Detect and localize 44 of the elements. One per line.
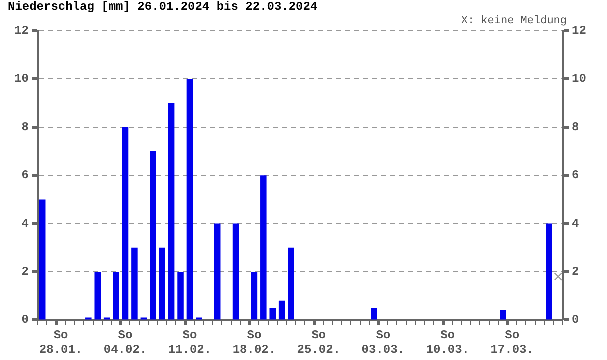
y2-tick-label: 12 xyxy=(572,24,586,38)
bar xyxy=(178,272,184,320)
text: X: keine Meldung xyxy=(461,15,567,28)
y-tick-label: 2 xyxy=(22,265,29,280)
bar xyxy=(159,248,166,320)
bar xyxy=(94,272,101,320)
y2-tick-label: 4 xyxy=(572,216,580,231)
bar xyxy=(214,224,221,320)
x-tick-label: So 17.03. xyxy=(490,328,534,357)
y2-tick-label: 2 xyxy=(572,265,580,280)
x-tick-label: So 18.02. xyxy=(232,328,276,357)
bar xyxy=(132,248,138,320)
bar xyxy=(251,272,258,320)
bar xyxy=(186,79,194,320)
y-tick-label: 0 xyxy=(22,313,29,328)
y-tick-label: 8 xyxy=(22,120,29,134)
bar xyxy=(371,308,378,320)
bar xyxy=(500,310,506,320)
bar xyxy=(546,224,552,320)
x-tick-label: So 10.03. xyxy=(426,328,470,357)
bar xyxy=(278,300,286,320)
x-tick-label: So 25.02. xyxy=(297,328,341,357)
bar xyxy=(113,272,120,320)
x-tick-label: So 11.02. xyxy=(168,328,212,357)
y-tick-label: 6 xyxy=(22,168,29,183)
bar xyxy=(122,127,129,320)
y2-tick-label: 10 xyxy=(572,72,586,86)
x-tick-label: So 03.03. xyxy=(362,328,406,357)
bar xyxy=(288,248,294,320)
x-tick-label: So 04.02. xyxy=(104,328,148,357)
bar xyxy=(270,308,276,320)
bar xyxy=(232,224,240,320)
y2-tick-label: 6 xyxy=(572,168,580,183)
bar xyxy=(39,200,46,320)
y-tick-label: 10 xyxy=(14,72,29,86)
y-tick-label: 12 xyxy=(14,24,29,38)
x-tick-label: So 28.01. xyxy=(39,328,83,357)
chart-title: Niederschlag [mm] 26.01.2024 bis 22.03.2024 xyxy=(8,0,318,14)
bar xyxy=(168,103,175,320)
y2-tick-label: 0 xyxy=(572,313,580,328)
bar xyxy=(260,176,267,320)
y2-tick-label: 8 xyxy=(572,120,580,134)
y-tick-label: 4 xyxy=(22,216,29,231)
bar xyxy=(150,152,156,320)
